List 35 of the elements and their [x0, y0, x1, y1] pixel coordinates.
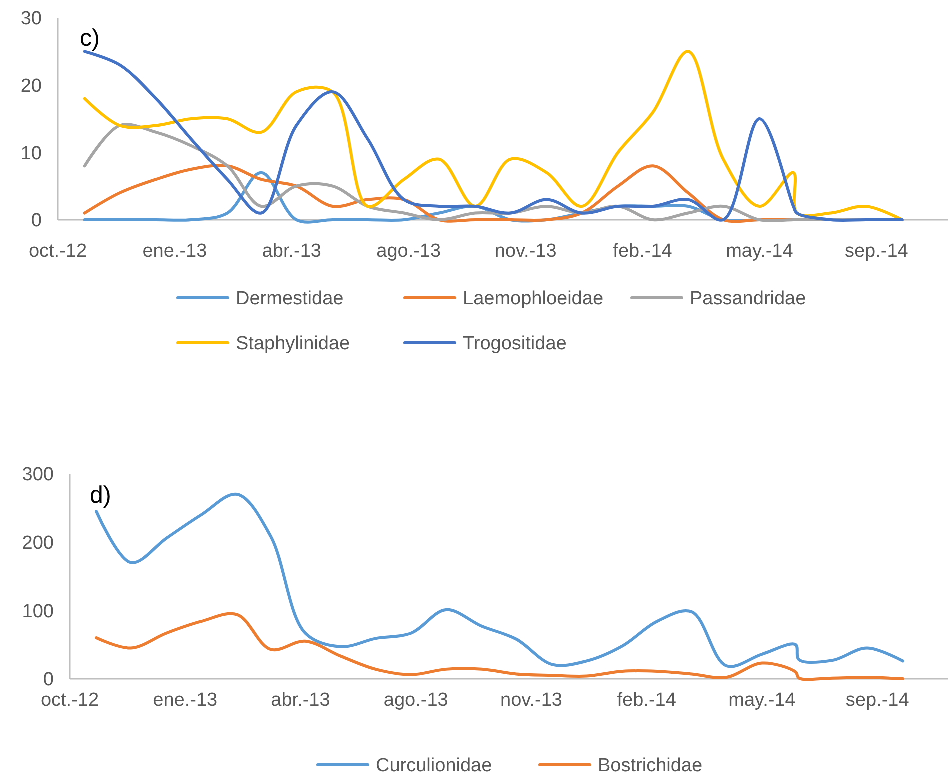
x-tick-label: abr.-13: [262, 241, 322, 262]
y-tick-label: 0: [31, 210, 42, 232]
legend-label: Laemophloeidae: [463, 288, 604, 310]
x-tick-label: sep.-14: [846, 690, 910, 711]
legend-label: Trogositidae: [463, 334, 567, 355]
x-tick-label: nov.-13: [500, 690, 562, 711]
y-tick-label: 20: [20, 76, 42, 97]
x-tick-label: oct.-12: [28, 241, 88, 262]
x-tick-label: feb.-14: [613, 241, 673, 262]
y-tick-label: 100: [22, 601, 54, 622]
legend-label: Staphylinidae: [236, 334, 350, 355]
line-series: [83, 50, 904, 222]
y-tick-label: 200: [22, 532, 54, 554]
legend-label: Passandridae: [690, 288, 806, 310]
x-tick-label: may.-14: [728, 690, 796, 711]
x-tick-label: oct.-12: [40, 690, 100, 711]
legend-label: Dermestidae: [236, 288, 344, 310]
x-tick-label: ago.-13: [376, 241, 442, 262]
x-tick-label: ago.-13: [384, 690, 448, 711]
x-tick-label: nov.-13: [494, 241, 557, 262]
y-tick-label: 0: [43, 670, 54, 691]
y-tick-label: 300: [22, 464, 54, 486]
x-tick-label: sep.-14: [844, 241, 909, 262]
x-tick-label: feb.-14: [617, 690, 677, 711]
chart-title: c): [80, 25, 100, 52]
y-tick-label: 30: [20, 8, 42, 30]
legend-label: Curculionidae: [376, 756, 492, 776]
x-tick-label: ene.-13: [153, 690, 218, 711]
x-tick-label: may.-14: [726, 241, 794, 262]
legend-label: Bostrichidae: [598, 756, 703, 776]
y-tick-label: 10: [20, 143, 42, 164]
line-series: [95, 612, 905, 682]
x-tick-label: abr.-13: [271, 690, 330, 711]
x-tick-label: ene.-13: [142, 241, 208, 262]
chart-title: d): [90, 482, 112, 509]
